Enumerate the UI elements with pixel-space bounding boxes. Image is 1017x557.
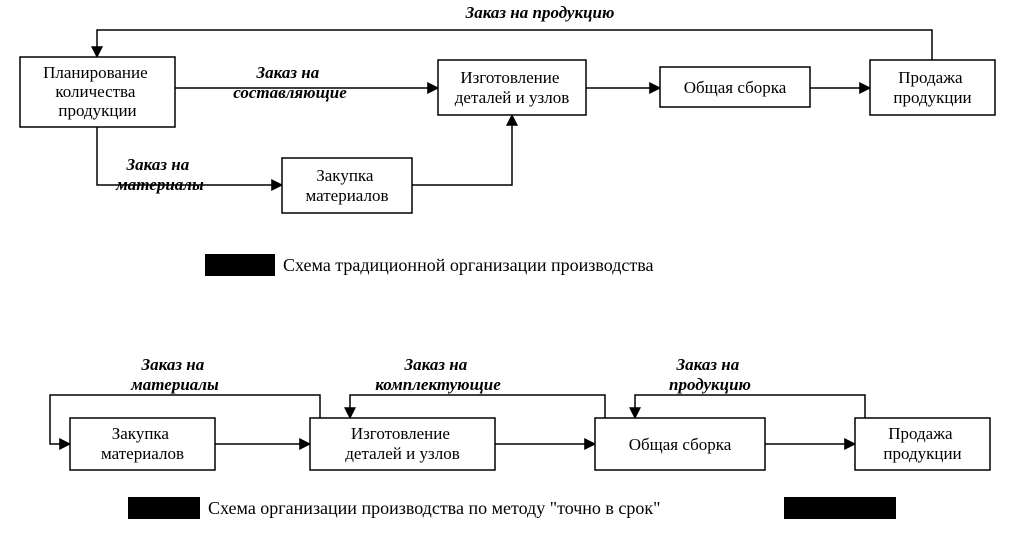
edge-plan-buy: Заказ на материалы: [97, 127, 282, 194]
svg-text:Продажа продукции: Продажа продукции: [893, 68, 971, 107]
caption-blackbar-left: [128, 497, 200, 519]
svg-text:Закупка материалов: Закупка материалов: [101, 424, 184, 463]
edge-plan-make: Заказ на составляющие: [175, 63, 438, 102]
edge-label: Заказ на комплектующие: [375, 355, 501, 394]
node-asm: Общая сборка: [660, 67, 810, 107]
node-make: Изготовление деталей и узлов: [438, 60, 586, 115]
caption-text: Схема организации производства по методу…: [208, 498, 661, 518]
node-asm2: Общая сборка: [595, 418, 765, 470]
edge-buy-make: [412, 115, 512, 185]
caption-1: Схема традиционной организации производс…: [205, 254, 653, 276]
node-buy: Закупка материалов: [282, 158, 412, 213]
svg-text:Общая сборка: Общая сборка: [684, 78, 787, 97]
node-sell: Продажа продукции: [870, 60, 995, 115]
edge-label: Заказ на продукцию: [669, 355, 751, 394]
edge-fb-sell-asm: Заказ на продукцию: [635, 355, 865, 418]
node-plan: Планирование количества продукции: [20, 57, 175, 127]
diagram-2: Заказ на материалы Заказ на комплектующи…: [50, 355, 990, 519]
svg-text:Изготовление деталей и: Изготовление деталей и узлов: [345, 424, 459, 463]
svg-text:Изготовление деталей и: Изготовление деталей и узлов: [455, 68, 569, 107]
node-sell2: Продажа продукции: [855, 418, 990, 470]
caption-text: Схема традиционной организации производс…: [283, 255, 653, 275]
svg-text:Продажа продукции: Продажа продукции: [883, 424, 961, 463]
caption-2: Схема организации производства по методу…: [128, 497, 896, 519]
edge-label: Заказ на продукцию: [465, 3, 615, 22]
edge-label: Заказ на материалы: [130, 355, 219, 394]
edge-fb-asm-make: Заказ на комплектующие: [350, 355, 605, 418]
edge-sell-plan-feedback: Заказ на продукцию: [97, 3, 932, 60]
caption-blackbar-right: [784, 497, 896, 519]
edge-label: Заказ на материалы: [115, 155, 204, 194]
caption-blackbar: [205, 254, 275, 276]
node-buy2: Закупка материалов: [70, 418, 215, 470]
svg-text:Общая сборка: Общая сборка: [629, 435, 732, 454]
node-make2: Изготовление деталей и узлов: [310, 418, 495, 470]
svg-text:Закупка материалов: Закупка материалов: [305, 166, 388, 205]
svg-text:Планирование количеств: Планирование количества продукции: [43, 63, 152, 120]
diagram-1: Заказ на продукцию Заказ на составляющие…: [20, 3, 995, 276]
edge-label: Заказ на составляющие: [233, 63, 347, 102]
